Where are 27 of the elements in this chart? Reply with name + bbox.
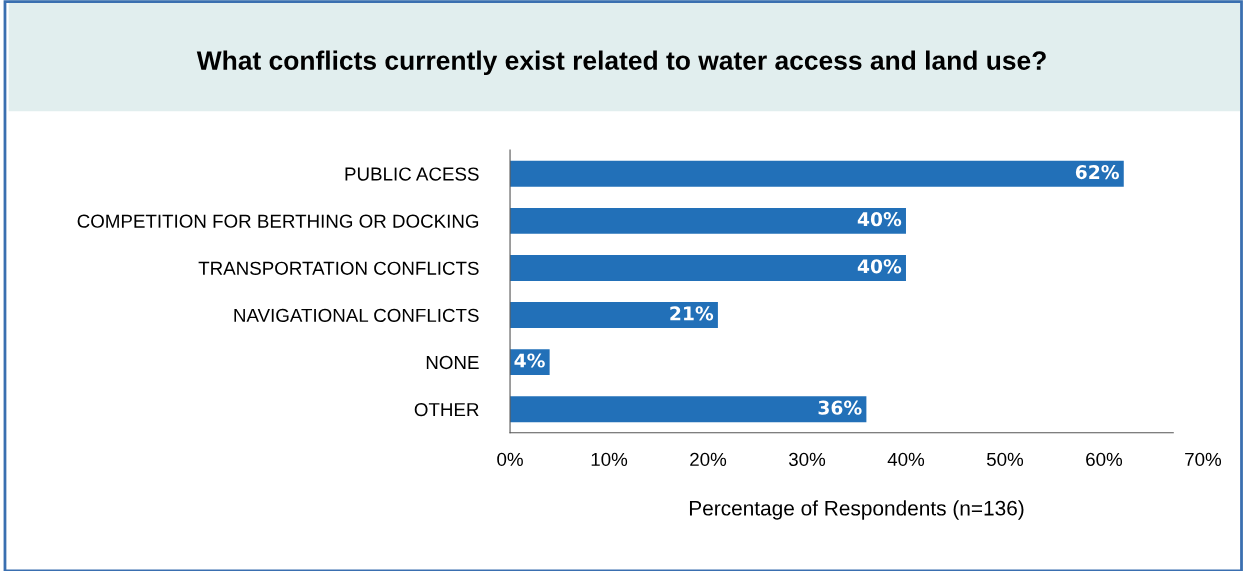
- bar: [510, 396, 867, 423]
- x-tick-label: 10%: [591, 452, 628, 467]
- bar: [510, 207, 906, 234]
- x-axis-title: Percentage of Respondents (n=136): [689, 500, 1024, 520]
- data-label: 40%: [857, 259, 902, 274]
- data-label: 4%: [514, 353, 545, 368]
- y-tick-label: OTHER: [414, 402, 479, 417]
- data-label: 21%: [670, 306, 714, 321]
- x-tick-label: 40%: [887, 452, 925, 467]
- chart-title: What conflicts currently exist related to water access and land use?: [196, 50, 1046, 76]
- x-tick-label: 20%: [690, 452, 727, 467]
- bar: [510, 302, 718, 328]
- bar: [510, 254, 906, 281]
- x-tick-label: 70%: [1185, 452, 1222, 467]
- y-tick-label: TRANSPORTATION CONFLICTS: [198, 261, 479, 275]
- x-tick-label: 50%: [986, 452, 1024, 467]
- x-tick-label: 0%: [497, 452, 523, 467]
- data-label: 36%: [818, 400, 862, 415]
- y-tick-label: PUBLIC ACESS: [345, 167, 479, 181]
- y-tick-label: NAVIGATIONAL CONFLICTS: [234, 308, 479, 323]
- x-tick-label: 60%: [1086, 452, 1123, 467]
- data-label: 40%: [857, 212, 902, 227]
- x-tick-label: 30%: [788, 452, 826, 467]
- data-label: 62%: [1075, 164, 1119, 180]
- y-tick-label: NONE: [426, 355, 479, 370]
- bar: [510, 160, 1124, 187]
- y-tick-label: COMPETITION FOR BERTHING OR DOCKING: [77, 214, 479, 228]
